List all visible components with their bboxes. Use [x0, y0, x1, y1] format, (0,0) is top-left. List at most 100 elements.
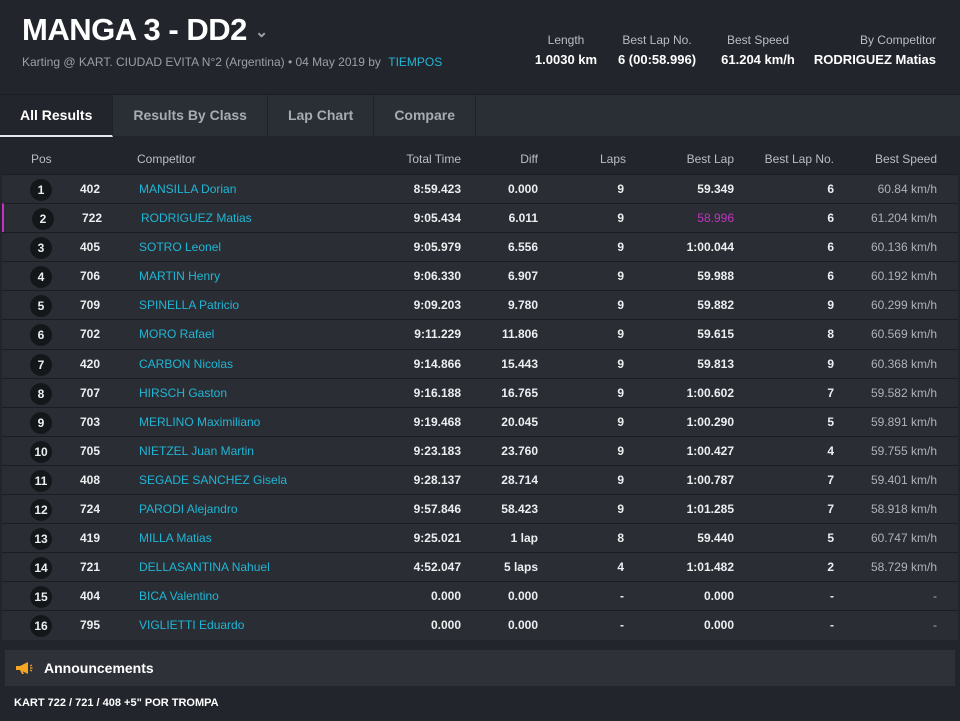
best-lap-no: 7 — [827, 385, 834, 400]
best-speed: 60.569 km/h — [870, 327, 937, 342]
table-row[interactable]: 15 404 BICA Valentino 0.000 0.000 - 0.000 - - — [2, 581, 958, 611]
col-best-speed[interactable]: Best Speed — [874, 152, 937, 166]
table-row[interactable]: 8 707 HIRSCH Gaston 9:16.188 16.765 9 1:00.602… — [2, 377, 958, 407]
table-row[interactable]: 6 702 MORO Rafael 9:11.229 11.806 9 59.615 8 60.… — [2, 319, 958, 349]
best-lap-no: 4 — [827, 443, 834, 458]
competitor-link[interactable]: MARTIN Henry — [139, 269, 221, 284]
total-time: 9:23.183 — [413, 443, 461, 458]
best-lap-no: 5 — [827, 531, 834, 546]
table-row[interactable]: 12 724 PARODI Alejandro 9:57.846 58.423 9 1:01… — [2, 494, 958, 524]
competitor-link[interactable]: PARODI Alejandro — [139, 502, 238, 517]
best-lap: 59.882 — [697, 298, 734, 313]
competitor-link[interactable]: MANSILLA Dorian — [139, 182, 237, 196]
megaphone-icon — [16, 662, 33, 674]
total-time: 9:05.434 — [413, 211, 461, 226]
best-speed: 59.891 km/h — [870, 414, 937, 429]
position-badge: 9 — [30, 411, 52, 434]
col-best-lap-no[interactable]: Best Lap No. — [764, 152, 834, 166]
table-row[interactable]: 13 419 MILLA Matias 9:25.021 1 lap 8 59.440 5 60… — [2, 523, 958, 553]
diff: 20.045 — [501, 414, 538, 429]
table-row[interactable]: 4 706 MARTIN Henry 9:06.330 6.907 9 59.988 6 60.… — [2, 261, 958, 291]
table-row[interactable]: 1 402 MANSILLA Dorian 8:59.423 0.000 9 59.349 6… — [2, 174, 958, 204]
position-badge: 4 — [30, 266, 52, 289]
announcement-text: KART 722 / 721 / 408 +5" POR TROMPA — [14, 697, 219, 709]
best-lap-no: 6 — [827, 182, 834, 196]
chevron-down-icon[interactable]: ⌄ — [254, 24, 268, 41]
event-header: MANGA 3 - DD2 ⌄ Karting @ KART. CIUDAD E… — [0, 0, 960, 94]
col-pos[interactable]: Pos — [31, 152, 52, 166]
best-lap: 58.996 — [697, 211, 734, 226]
best-lap: 59.349 — [697, 182, 734, 196]
best-lap-no: - — [830, 618, 834, 633]
tab-lap-chart[interactable]: Lap Chart — [268, 95, 375, 137]
table-row[interactable]: 2 722 RODRIGUEZ Matias 9:05.434 6.011 9 58.996… — [2, 203, 958, 233]
tab-compare[interactable]: Compare — [374, 95, 476, 137]
table-row[interactable]: 5 709 SPINELLA Patricio 9:09.203 9.780 9 59.88… — [2, 290, 958, 320]
competitor-link[interactable]: RODRIGUEZ Matias — [141, 211, 252, 226]
best-lap: 59.813 — [697, 356, 734, 371]
position-badge: 10 — [30, 440, 52, 463]
event-title-dropdown[interactable]: MANGA 3 - DD2 ⌄ — [22, 12, 268, 48]
position-badge: 5 — [30, 295, 52, 318]
col-diff[interactable]: Diff — [520, 152, 538, 166]
table-row[interactable]: 14 721 DELLASANTINA Nahuel 4:52.047 5 laps 4 1… — [2, 552, 958, 582]
diff: 5 laps — [503, 560, 538, 575]
best-speed: - — [933, 618, 937, 633]
best-lap-no: - — [830, 589, 834, 604]
competitor-link[interactable]: MERLINO Maximiliano — [139, 414, 261, 429]
col-best-lap[interactable]: Best Lap — [686, 152, 734, 166]
best-lap: 1:00.602 — [686, 385, 734, 400]
kart-number: 706 — [80, 269, 101, 284]
announcements-header: Announcements — [5, 650, 955, 686]
kart-number: 709 — [80, 298, 101, 313]
stat-length-label: Length — [547, 33, 585, 47]
best-speed: 60.747 km/h — [870, 531, 937, 546]
best-speed: - — [933, 589, 937, 604]
laps: 9 — [617, 240, 624, 255]
position-badge: 12 — [30, 499, 52, 522]
best-lap-no: 6 — [827, 240, 834, 255]
competitor-link[interactable]: CARBON Nicolas — [139, 356, 234, 371]
best-speed: 60.84 km/h — [877, 182, 937, 196]
table-row[interactable]: 11 408 SEGADE SANCHEZ Gisela 9:28.137 28.714… — [2, 464, 958, 495]
laps: 9 — [617, 356, 624, 371]
table-row[interactable]: 10 705 NIETZEL Juan Martin 9:23.183 23.760 9 1… — [2, 435, 958, 465]
kart-number: 705 — [80, 443, 101, 458]
results-tabs: All Results Results By Class Lap Chart C… — [0, 94, 960, 137]
tab-all-results[interactable]: All Results — [0, 95, 114, 137]
col-competitor[interactable]: Competitor — [137, 152, 196, 166]
best-lap: 0.000 — [703, 618, 734, 633]
laps: 9 — [617, 211, 624, 226]
table-row[interactable]: 16 795 VIGLIETTI Eduardo 0.000 0.000 - 0.000 - - — [2, 610, 958, 640]
table-row[interactable]: 3 405 SOTRO Leonel 9:05.979 6.556 9 1:00.044 6 6… — [2, 232, 958, 262]
table-row[interactable]: 7 420 CARBON Nicolas 9:14.866 15.443 9 59.813 9… — [2, 348, 958, 378]
best-lap: 0.000 — [703, 589, 734, 604]
competitor-link[interactable]: SOTRO Leonel — [139, 240, 222, 255]
total-time: 9:09.203 — [413, 298, 461, 313]
competitor-link[interactable]: MILLA Matias — [139, 531, 212, 546]
best-lap-no: 5 — [827, 414, 834, 429]
best-speed: 59.582 km/h — [870, 385, 937, 400]
competitor-link[interactable]: MORO Rafael — [139, 327, 215, 342]
col-laps[interactable]: Laps — [599, 152, 626, 166]
best-lap: 59.615 — [697, 327, 734, 342]
competitor-link[interactable]: DELLASANTINA Nahuel — [139, 560, 270, 575]
organizer-link[interactable]: TIEMPOS — [388, 55, 443, 69]
best-lap-no: 8 — [827, 327, 834, 342]
laps: 9 — [617, 502, 624, 517]
competitor-link[interactable]: VIGLIETTI Eduardo — [139, 618, 245, 633]
kart-number: 722 — [82, 211, 103, 226]
total-time: 9:05.979 — [413, 240, 461, 255]
competitor-link[interactable]: HIRSCH Gaston — [139, 385, 228, 400]
competitor-link[interactable]: BICA Valentino — [139, 589, 219, 604]
competitor-link[interactable]: SEGADE SANCHEZ Gisela — [139, 472, 288, 487]
col-total-time[interactable]: Total Time — [406, 152, 461, 166]
total-time: 8:59.423 — [413, 182, 461, 196]
kart-number: 703 — [80, 414, 101, 429]
competitor-link[interactable]: NIETZEL Juan Martin — [139, 443, 254, 458]
stat-best-lap-value: 6 (00:58.996) — [617, 52, 697, 67]
total-time: 9:11.229 — [414, 327, 461, 342]
table-row[interactable]: 9 703 MERLINO Maximiliano 9:19.468 20.045 9 1:… — [2, 406, 958, 436]
competitor-link[interactable]: SPINELLA Patricio — [139, 298, 240, 313]
tab-results-by-class[interactable]: Results By Class — [113, 95, 268, 137]
